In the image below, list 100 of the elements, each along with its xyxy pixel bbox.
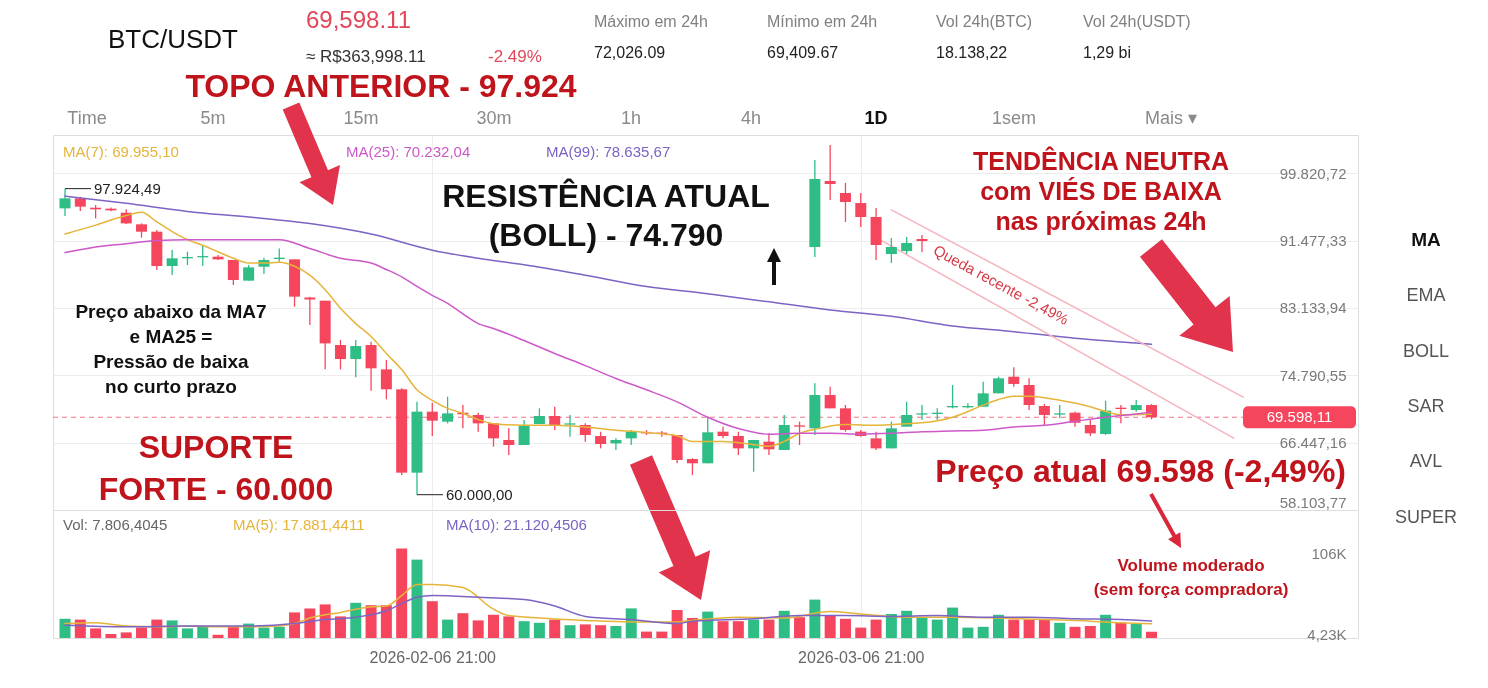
candlestick — [59, 187, 71, 217]
x-tick-label: 2026-02-06 21:00 — [369, 648, 497, 666]
bar — [273, 626, 285, 638]
text: Máximo em 24h — [594, 13, 708, 30]
bar — [212, 634, 224, 638]
bar — [962, 627, 974, 638]
text: MA(5): 17.881,4411 — [233, 516, 365, 533]
bar — [487, 614, 499, 638]
y-tick-label: 74.790,55 — [1279, 366, 1347, 384]
bar — [258, 627, 270, 638]
text: MA(7): 69.955,10 — [63, 143, 179, 160]
candlestick — [717, 426, 729, 440]
annotation: Volume moderado (sem força compradora) — [1093, 556, 1289, 599]
text: 72,026.09 — [594, 44, 666, 61]
text: MA — [1411, 229, 1442, 250]
bar — [59, 618, 71, 638]
annotation: Preço atual 69.598 (-2,49%) — [935, 453, 1346, 489]
annotation: SUPORTE FORTE - 60.000 — [98, 429, 334, 507]
annotation: Vol: 7.806,4045 — [63, 516, 168, 533]
bar — [1130, 623, 1142, 638]
candlestick — [794, 421, 806, 446]
candlestick — [380, 359, 392, 400]
text: Mínimo em 24h — [767, 13, 878, 30]
bar — [610, 626, 622, 638]
bar — [763, 619, 775, 638]
bar — [824, 615, 836, 638]
candlestick — [1008, 366, 1020, 388]
bar — [136, 627, 148, 638]
candlestick — [166, 249, 178, 276]
bar — [518, 621, 530, 638]
text: 1D — [864, 108, 888, 128]
bar — [411, 559, 423, 638]
text: 1,29 bi — [1083, 44, 1132, 61]
candlestick — [350, 339, 362, 378]
text: 1h — [620, 108, 642, 128]
text: 69,598.11 — [306, 6, 411, 33]
bar — [1008, 619, 1020, 638]
text: Vol 24h(BTC) — [936, 13, 1033, 30]
bar — [931, 619, 943, 638]
annotation: 97.924,49 — [94, 179, 161, 197]
annotation: TENDÊNCIA NEUTRA com VIÉS DE BAIXA nas próximas 24h — [972, 146, 1230, 235]
bar — [977, 626, 989, 638]
bar — [457, 613, 469, 638]
bar — [1023, 619, 1035, 638]
bar — [855, 627, 867, 638]
bar — [1069, 626, 1081, 638]
annotation: Preço abaixo da MA7 e MA25 = Pressão de baixa no curto prazo — [75, 301, 267, 397]
bar — [105, 634, 117, 638]
candlestick — [518, 419, 530, 446]
bar — [732, 621, 744, 638]
text: Vol 24h(USDT) — [1083, 13, 1191, 30]
candlestick — [442, 395, 454, 424]
text: Time — [67, 108, 107, 128]
candlestick — [855, 192, 867, 228]
y-tick-label: 91.477,33 — [1279, 232, 1347, 250]
text: Mais ▾ — [1144, 108, 1198, 128]
bar — [885, 614, 897, 638]
bar — [334, 616, 346, 638]
text: 18.138,22 — [936, 44, 1008, 61]
candlestick — [334, 339, 346, 371]
bar — [564, 625, 576, 638]
bar — [870, 619, 882, 638]
text: 69,409.67 — [767, 44, 839, 61]
text: 30m — [476, 108, 512, 128]
candlestick — [227, 259, 239, 286]
text: MA(99): 78.635,67 — [546, 143, 671, 160]
bar — [839, 618, 851, 638]
chart-title: BTC/USDT — [108, 24, 239, 54]
annotation: 60.000,00 — [445, 485, 513, 503]
text: SAR — [1407, 396, 1445, 416]
text: 5m — [200, 108, 226, 128]
bar — [1038, 619, 1050, 638]
y-tick-label: 66.447,16 — [1279, 434, 1347, 452]
candlestick — [1023, 377, 1035, 411]
bar — [533, 622, 545, 638]
text: MA(10): 21.120,4506 — [446, 516, 587, 533]
bar — [916, 617, 928, 638]
ref-line-label: 69.598,11 — [1266, 408, 1333, 426]
bar — [1146, 631, 1158, 638]
bar — [90, 628, 102, 638]
y-tick-label: 99.820,72 — [1279, 164, 1347, 182]
candlestick — [824, 144, 836, 201]
candlestick — [304, 296, 316, 326]
text: 15m — [343, 108, 379, 128]
text: 4h — [740, 108, 762, 128]
bar — [289, 612, 301, 638]
text: -2.49% — [488, 47, 542, 66]
bar — [595, 625, 607, 638]
bar — [319, 604, 331, 638]
bar — [472, 620, 484, 638]
bar — [181, 628, 193, 638]
candlestick — [916, 234, 928, 253]
text: TOPO ANTERIOR - 97.924 — [185, 68, 577, 104]
candlestick — [564, 414, 576, 438]
text: 1sem — [991, 108, 1037, 128]
bar — [503, 616, 515, 638]
y-tick-label: 83.133,94 — [1279, 299, 1347, 317]
bar — [197, 626, 209, 638]
bar — [396, 548, 408, 638]
y-tick-label: 58.103,77 — [1279, 493, 1347, 511]
